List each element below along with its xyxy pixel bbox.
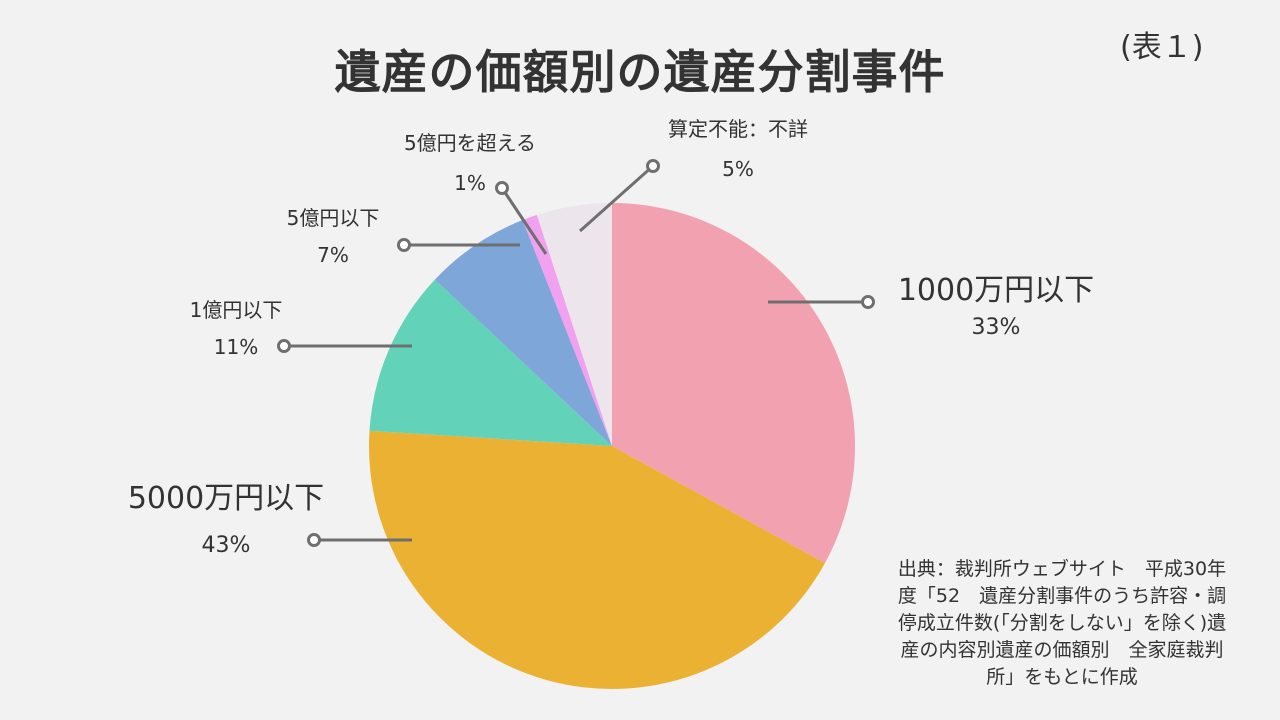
leader-dot bbox=[307, 533, 321, 547]
table-reference: (表１) bbox=[1120, 30, 1204, 65]
source-note: 出典：裁判所ウェブサイト 平成30年 度「52 遺産分割事件のうち許容・調 停成… bbox=[872, 556, 1252, 691]
slice-value-label: 11% bbox=[214, 335, 258, 359]
leader-dot bbox=[861, 295, 875, 309]
leader-dot bbox=[277, 339, 291, 353]
slice-label: 5億円を超える bbox=[404, 131, 536, 155]
chart-title: 遺産の価額別の遺産分割事件 bbox=[334, 45, 946, 99]
leader-dot bbox=[646, 159, 660, 173]
pie-slice bbox=[369, 279, 612, 446]
source-line: 度「52 遺産分割事件のうち許容・調 bbox=[897, 585, 1227, 607]
slice-value-label: 1% bbox=[454, 171, 486, 195]
leader-dot bbox=[495, 181, 509, 195]
source-line: 出典：裁判所ウェブサイト 平成30年 bbox=[897, 558, 1227, 580]
slice-label: 5000万円以下 bbox=[128, 481, 324, 516]
leader-line bbox=[500, 187, 548, 255]
slice-value-label: 33% bbox=[972, 315, 1021, 340]
leader-line bbox=[579, 164, 654, 233]
slice-label: 5億円以下 bbox=[287, 206, 380, 230]
source-line: 停成立件数(「分割をしない」を除く)遺 bbox=[897, 612, 1227, 634]
slice-label: 1000万円以下 bbox=[898, 273, 1094, 308]
slice-value-label: 7% bbox=[317, 243, 349, 267]
pie-slice bbox=[612, 203, 855, 564]
leader-dot bbox=[397, 238, 411, 252]
pie-slice bbox=[536, 203, 612, 446]
pie-slice bbox=[369, 430, 825, 689]
pie-slice bbox=[522, 214, 612, 446]
slice-value-label: 43% bbox=[202, 533, 251, 558]
source-line: 所」をもとに作成 bbox=[986, 666, 1138, 688]
slice-label: 算定不能：不詳 bbox=[668, 117, 808, 141]
slice-label: 1億円以下 bbox=[190, 298, 283, 322]
source-line: 産の内容別遺産の価額別 全家庭裁判 bbox=[900, 639, 1224, 661]
slice-value-label: 5% bbox=[722, 157, 754, 181]
pie-slice bbox=[434, 220, 612, 446]
